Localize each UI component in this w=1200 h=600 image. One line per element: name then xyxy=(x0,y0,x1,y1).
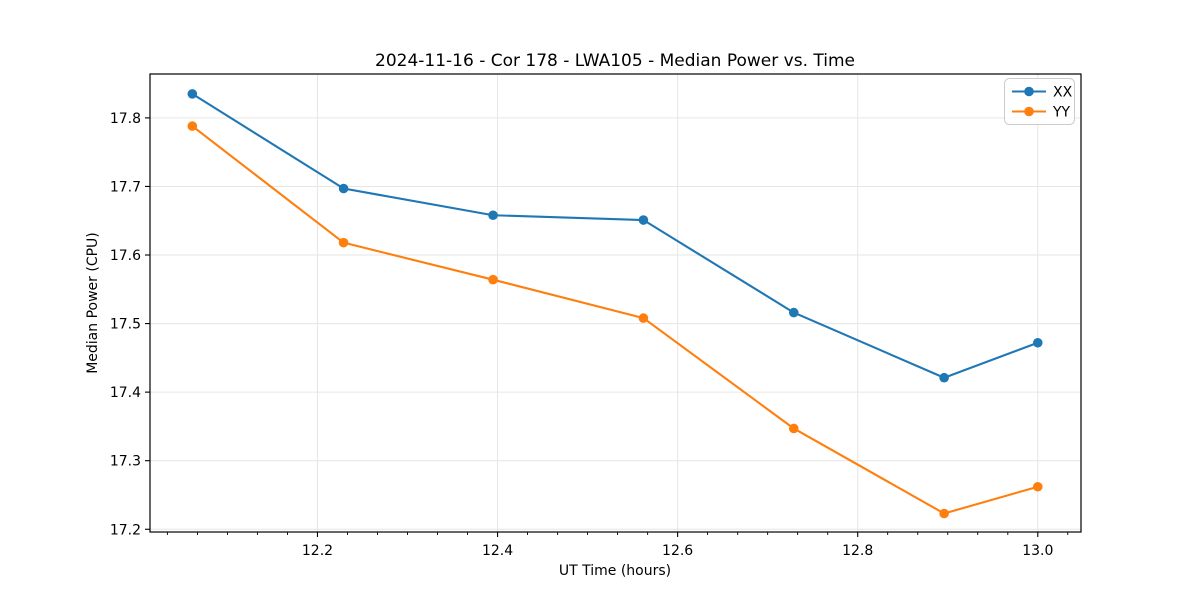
axis-tick-labels: 12.2 12.4 12.6 12.8 13.0 17.2 17.3 17.4 17.5 17.6… xyxy=(110,111,1054,559)
legend-label-xx: XX xyxy=(1053,85,1073,101)
y-tick-label: 17.7 xyxy=(110,179,141,195)
x-tick-label: 12.8 xyxy=(842,543,873,559)
data-point-xx xyxy=(338,183,349,194)
data-point-yy xyxy=(187,121,198,131)
chart-title: 2024-11-16 - Cor 178 - LWA105 - Median P… xyxy=(375,51,855,71)
legend-marker-xx xyxy=(1024,86,1034,97)
data-point-xx xyxy=(788,307,799,318)
y-tick-label: 17.4 xyxy=(110,385,141,401)
legend: XX YY xyxy=(1004,78,1075,125)
y-tick-label: 17.8 xyxy=(110,111,141,127)
series-line-yy xyxy=(191,125,1039,515)
x-tick-label: 12.2 xyxy=(302,543,333,559)
x-tick-label: 13.0 xyxy=(1022,543,1053,559)
data-point-yy xyxy=(338,237,349,248)
x-tick-label: 12.4 xyxy=(482,543,513,559)
y-tick-label: 17.5 xyxy=(110,317,141,333)
plot-frame xyxy=(149,73,1082,533)
legend-box xyxy=(1004,78,1075,125)
x-axis-label: UT Time (hours) xyxy=(559,563,671,579)
x-tick-label: 12.6 xyxy=(662,543,693,559)
data-point-yy xyxy=(488,274,498,285)
y-tick-label: 17.3 xyxy=(110,454,141,470)
series-line-xx xyxy=(191,92,1039,379)
axis-ticks xyxy=(145,117,1069,537)
data-point-xx xyxy=(187,89,198,99)
data-point-xx xyxy=(638,215,649,225)
data-point-xx xyxy=(939,372,949,383)
data-point-yy xyxy=(788,423,799,434)
data-point-xx xyxy=(488,210,498,221)
data-point-yy xyxy=(638,313,649,323)
data-point-xx xyxy=(1032,337,1043,348)
data-point-yy xyxy=(939,508,949,519)
grid-lines xyxy=(150,74,1081,532)
y-axis-label: Median Power (CPU) xyxy=(85,232,101,374)
y-tick-label: 17.2 xyxy=(110,522,141,538)
series-layer xyxy=(187,89,1043,519)
data-point-yy xyxy=(1032,481,1043,492)
y-tick-label: 17.6 xyxy=(110,248,141,264)
legend-label-yy: YY xyxy=(1052,105,1071,121)
legend-marker-yy xyxy=(1024,106,1034,117)
